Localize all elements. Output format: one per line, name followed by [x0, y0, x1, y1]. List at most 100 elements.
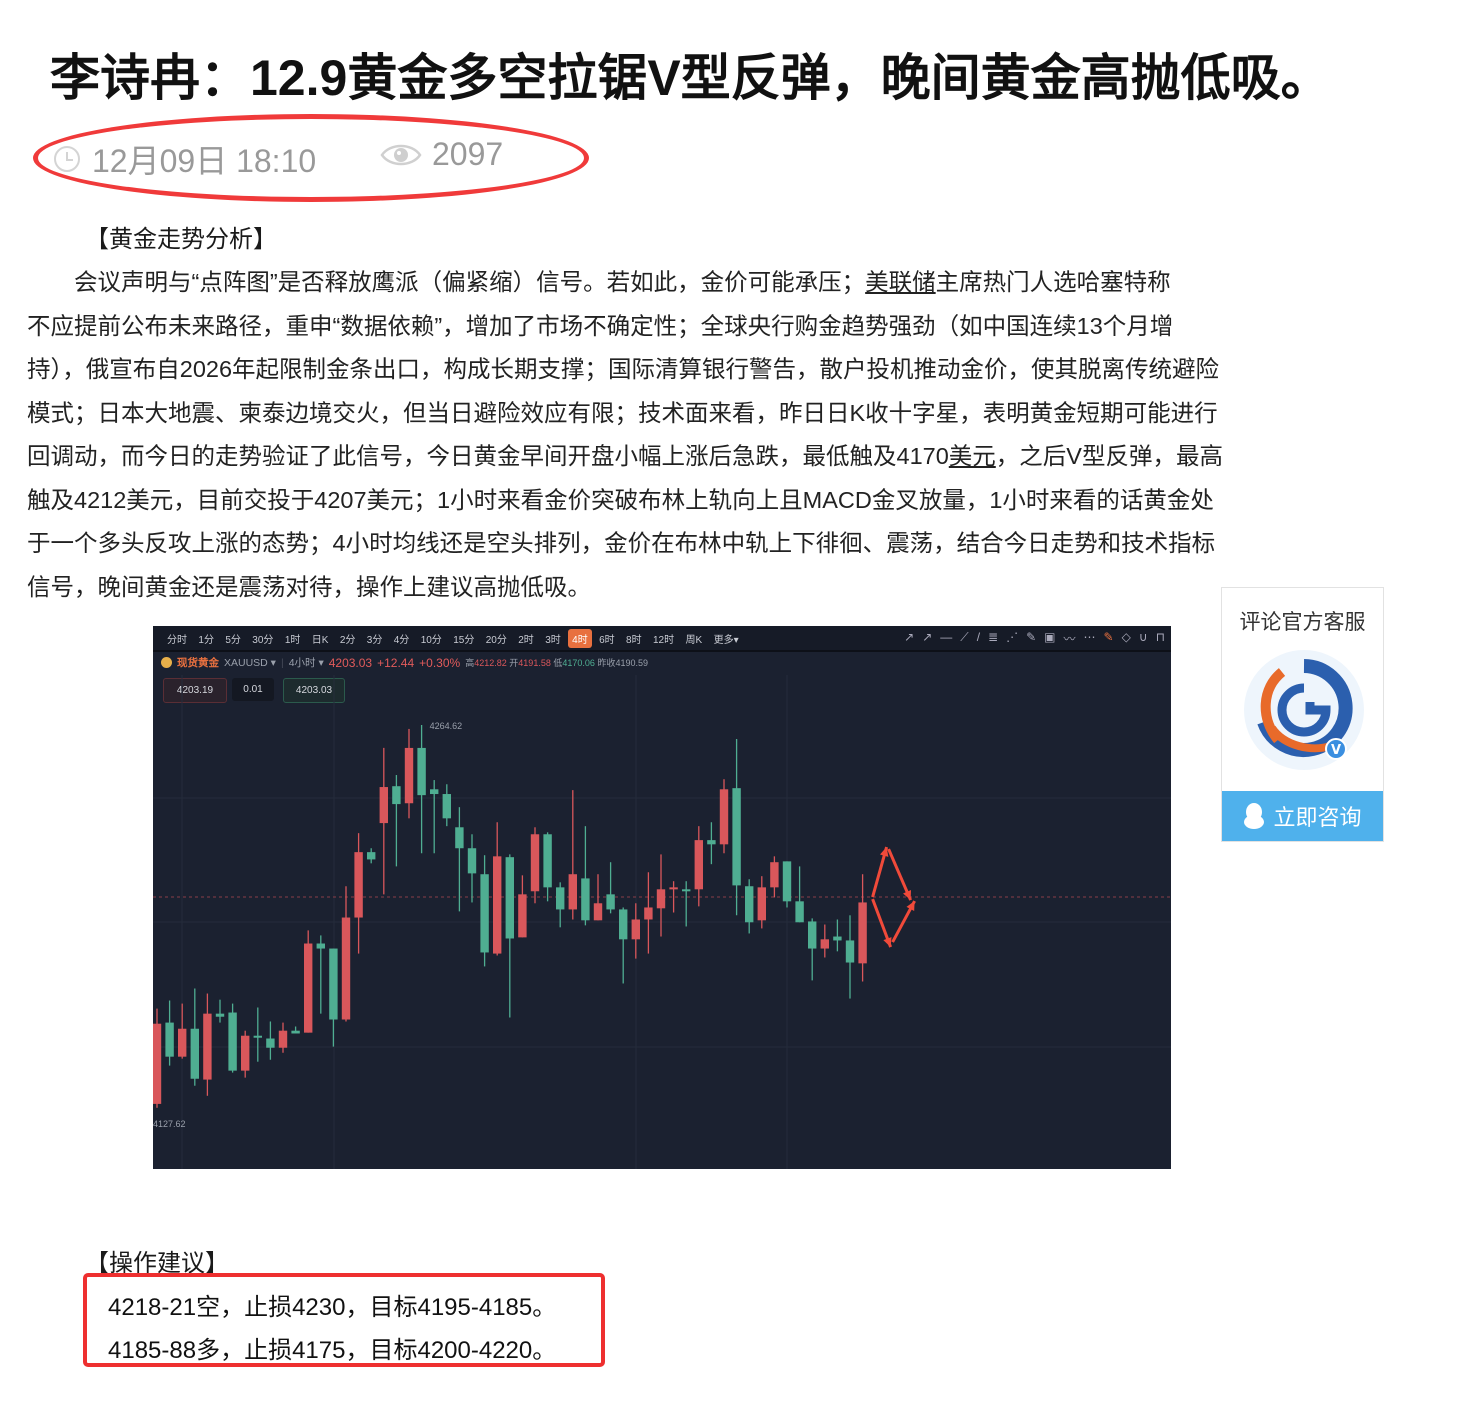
consult-button[interactable]: 立即咨询 [1222, 791, 1383, 841]
candle-body [329, 948, 338, 1020]
paragraph-line: 不应提前公布未来路径，重申“数据依赖”，增加了市场不确定性；全球央行购金趋势强劲… [27, 307, 1173, 341]
candle-body [190, 1028, 199, 1079]
low: 4170.06 [562, 658, 595, 668]
article-title: 李诗冉：12.9黄金多空拉锯V型反弹，晚间黄金高抛低吸。 [50, 50, 1331, 106]
paragraph-text: 会议声明与“点阵图”是否释放鹰派（偏紧缩）信号。若如此，金价可能承压； [27, 269, 866, 295]
paragraph-text: 触及4212美元，目前交投于4207美元；1小时来看金价突破布林上轨向上且MAC… [27, 486, 1214, 513]
candle-body [203, 1013, 212, 1080]
candle-body [379, 787, 388, 824]
consult-button-label: 立即咨询 [1273, 805, 1362, 830]
candle-body [367, 852, 376, 860]
op-short: 4218-21空，止损4230，目标4195-4185。 [108, 1294, 557, 1321]
paragraph-text: 于一个多头反攻上涨的态势；4小时均线还是空头排列，金价在布林中轨上下徘徊、震荡，… [27, 530, 1216, 556]
timeframe-tab: 30分 [252, 634, 274, 646]
paragraph-line: 信号，晚间黄金还是震荡对待，操作上建议高抛低吸。 [27, 568, 591, 602]
arrow-head [906, 901, 915, 912]
candle-body [808, 921, 817, 949]
candle-body [430, 789, 439, 795]
section-heading: 【黄金走势分析】 [85, 226, 277, 253]
candle-body [291, 1030, 300, 1034]
paragraph-text: 主席热门人选哈塞特称 [935, 269, 1171, 295]
candle-body [757, 887, 766, 921]
paragraph-line: 回调动，而今日的走势验证了此信号，今日黄金早间开盘小幅上涨后急跌，最低触及417… [27, 437, 1223, 471]
inline-link[interactable]: 美元 [948, 443, 996, 469]
timeframe-tab: 10分 [420, 634, 442, 646]
more-tools-icon: ⋯ [1083, 630, 1096, 644]
symbol-code: XAUUSD ▾ [224, 656, 276, 669]
symbol-name: 现货黄金 [177, 657, 219, 669]
drawing-tools: ↗ ↗ — ⟋ / ≣ ⋰ ✎ ▣ 〰 ⋯ ✎ ◇ ∪ ⊓ [904, 630, 1165, 647]
highlight-oval [33, 114, 589, 202]
candle-body [467, 848, 477, 874]
paragraph-line: 触及4212美元，目前交投于4207美元；1小时来看金价突破布林上轨向上且MAC… [27, 481, 1214, 515]
wave-tool-icon: 〰 [1063, 632, 1076, 646]
candle-body [266, 1038, 275, 1048]
chart-toolbar: 分时 1分 5分 30分 1时 日K 2分 3分 4分 10分 15分 20分 2时 3时 4时 6时 8时 12… [153, 626, 1171, 652]
candle-body [845, 940, 855, 963]
candle-body [404, 747, 414, 804]
timeframe-tab: 更多▾ [713, 634, 739, 646]
candle-body [719, 789, 729, 845]
candle-body [493, 856, 502, 954]
publish-date: 12月09日 18:10 [52, 136, 316, 182]
ops-heading: 【操作建议】 [85, 1250, 229, 1277]
sell-price-box: 4203.19 [163, 678, 227, 703]
candle-body [656, 889, 666, 909]
lot-input: 0.01 [232, 678, 274, 701]
arrow-head [883, 937, 892, 948]
candle-body [581, 878, 590, 921]
inline-link[interactable]: 美联储 [865, 269, 936, 295]
symbol-info: 现货黄金 XAUUSD ▾ | 4小时 ▾ 4203.03 +12.44 +0.… [161, 655, 648, 670]
candle-body [228, 1012, 237, 1071]
candle-body [442, 794, 451, 819]
candle-body [518, 894, 527, 938]
candle-body [241, 1035, 250, 1071]
kline-chart-image: 分时 1分 5分 30分 1时 日K 2分 3分 4分 10分 15分 20分 2时 3时 4时 6时 8时 12… [153, 626, 1171, 1169]
timeframe-tab: 1时 [284, 634, 301, 646]
paragraph-text: 持），俄宣布自2026年起限制金条出口，构成长期支撑；国际清算银行警告，散户投机… [27, 356, 1220, 382]
timeframe-tab: 日K [311, 634, 329, 646]
change-pct: +0.30% [419, 655, 461, 670]
timeframe-tab: 分时 [167, 634, 187, 646]
candle-body [392, 786, 401, 805]
timeframe-tab: 1分 [198, 634, 214, 646]
hline-tool-icon: — [940, 630, 953, 644]
candle-body [480, 874, 489, 953]
candle-body [530, 834, 540, 892]
candle-body [694, 840, 703, 890]
trend-tool-icon: ⟋ [960, 630, 969, 644]
eraser-icon: ◇ [1121, 630, 1131, 644]
clock-icon [54, 146, 80, 172]
ops-highlight-box [83, 1273, 605, 1367]
timeframe-tab: 3时 [545, 634, 561, 646]
qq-penguin-icon [1244, 803, 1265, 829]
fan-tool-icon: ⋰ [1006, 630, 1019, 644]
timeframe-tab: 周K [685, 634, 703, 646]
candle-body [820, 939, 829, 949]
fib-tool-icon: ≣ [988, 630, 999, 644]
candlestick-plot: 4264.62 4127.62 [153, 675, 1171, 1169]
high: 4212.82 [474, 658, 507, 668]
open: 4191.58 [518, 658, 551, 668]
timeframe-tab: 4分 [393, 634, 410, 646]
paragraph-text: 模式；日本大地震、柬泰边境交火，但当日避险效应有限；技术面来看，昨日日K收十字星… [27, 399, 1218, 426]
candle-body [253, 1035, 262, 1038]
view-count: 2097 [380, 136, 503, 173]
timeframe-tab: 4时 [568, 628, 592, 648]
timeframe-tab: 8时 [626, 634, 642, 646]
price: 4203.03 [328, 655, 373, 670]
candle-body [568, 874, 577, 910]
candle-body [505, 857, 514, 939]
lock-icon: ⊓ [1155, 630, 1165, 644]
arrow-head [879, 847, 889, 857]
timeframe-tab: 20分 [485, 634, 507, 646]
date-text: 12月09日 18:10 [92, 143, 317, 179]
gold-icon [161, 657, 172, 668]
customer-service-widget: 评论官方客服 V 立即咨询 [1221, 587, 1384, 842]
candle-body [417, 747, 426, 796]
candle-body [543, 834, 552, 888]
candle-body [556, 887, 565, 910]
candle-body [669, 887, 678, 890]
candle-body [644, 907, 653, 920]
candle-body [858, 902, 867, 964]
